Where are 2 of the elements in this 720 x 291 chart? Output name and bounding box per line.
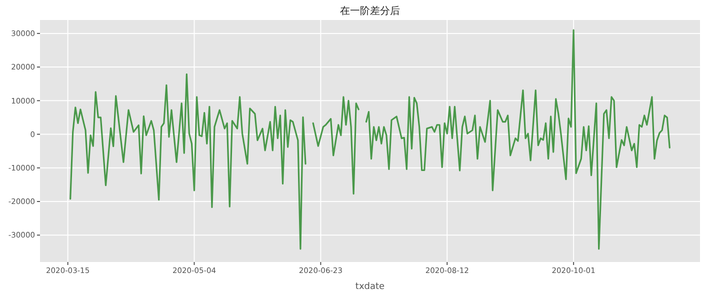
- x-axis-title: txdate: [355, 282, 386, 291]
- chart-title: 在一阶差分后: [340, 5, 400, 17]
